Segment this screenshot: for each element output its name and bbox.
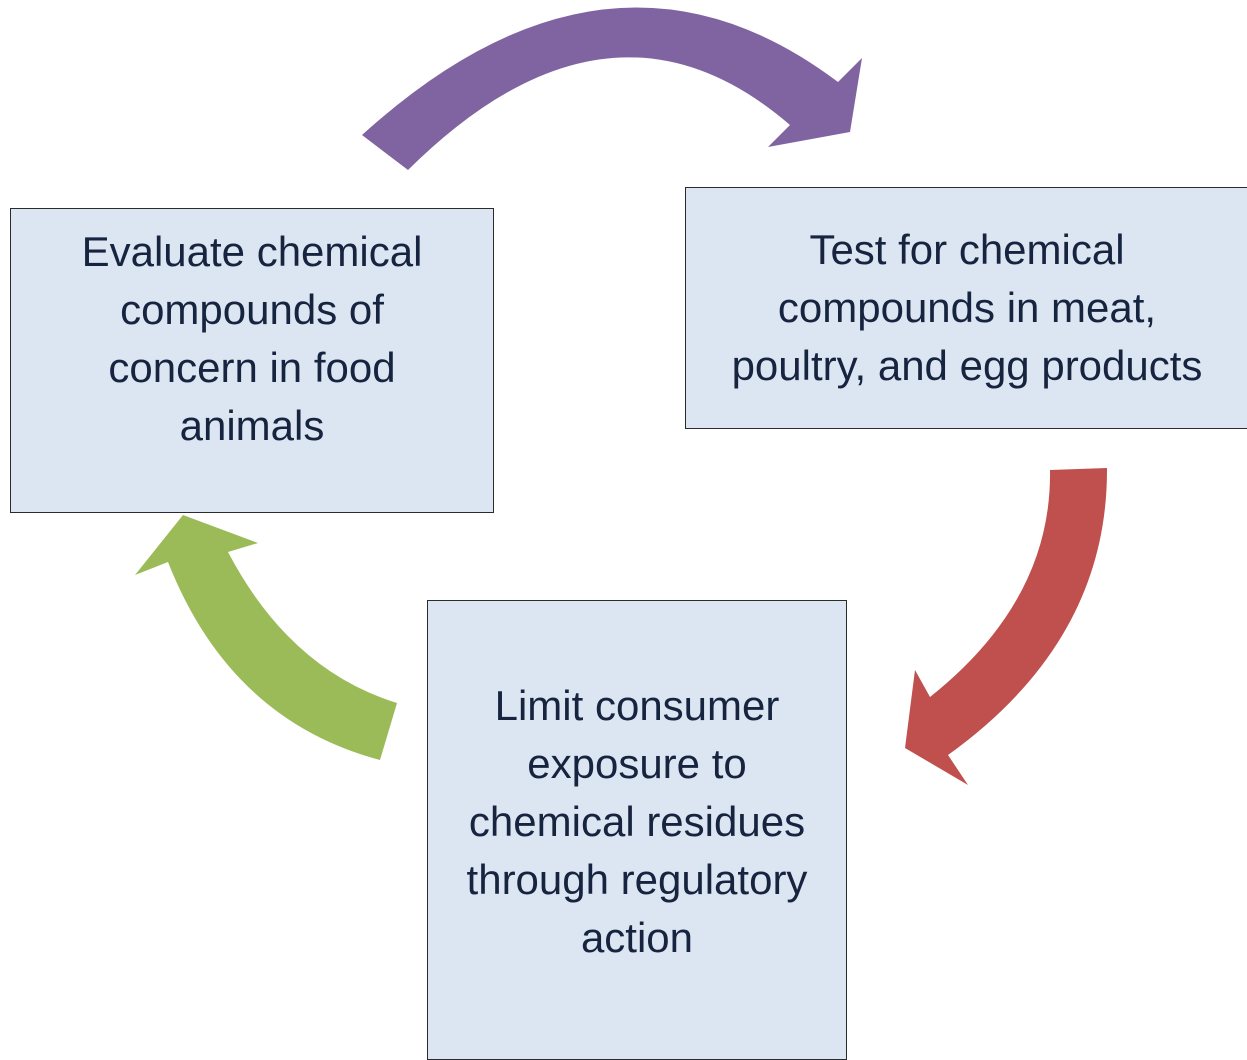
node-text: compounds of <box>120 286 384 333</box>
arrow-green <box>135 515 397 760</box>
node-box: Limit consumer exposure to chemical resi… <box>427 600 847 1060</box>
node-text: compounds in meat, <box>777 284 1157 331</box>
node-text: Limit consumer <box>494 682 780 729</box>
node-text: action <box>580 914 694 961</box>
node-text: animals <box>179 402 325 449</box>
node-text: through regulatory <box>466 856 808 903</box>
arrow-purple <box>362 7 862 170</box>
node-box: Test for chemical compounds in meat, pou… <box>685 187 1247 429</box>
node-text: concern in food <box>108 344 396 391</box>
node-box: Evaluate chemical compounds of concern i… <box>10 208 494 513</box>
node-text: Evaluate chemical <box>81 228 423 275</box>
node-text: exposure to <box>527 740 747 787</box>
node-text: chemical residues <box>468 798 806 845</box>
arrow-red <box>905 468 1108 785</box>
node-text: poultry, and egg products <box>731 342 1203 389</box>
node-text: Test for chemical <box>809 226 1125 273</box>
